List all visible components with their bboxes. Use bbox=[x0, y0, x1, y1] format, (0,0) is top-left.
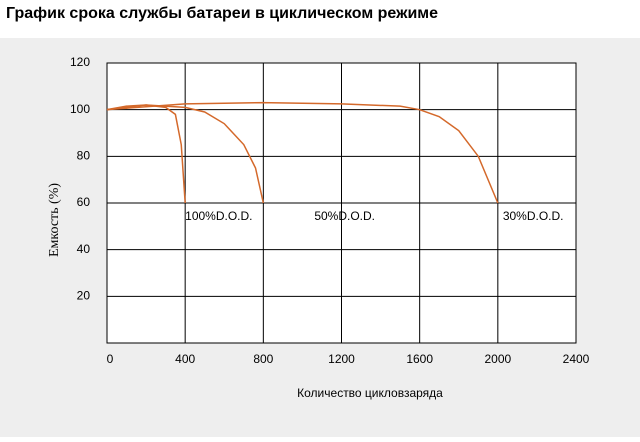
x-tick-label: 0 bbox=[107, 352, 114, 366]
x-axis-label: Количество цикловзаряда bbox=[297, 386, 443, 400]
series-label: 30%D.O.D. bbox=[503, 209, 564, 223]
series-label: 100%D.O.D. bbox=[185, 209, 252, 223]
y-tick-label: 60 bbox=[77, 195, 91, 209]
x-tick-label: 2000 bbox=[484, 352, 511, 366]
x-tick-label: 400 bbox=[175, 352, 195, 366]
y-tick-label: 100 bbox=[70, 102, 90, 116]
series-label: 50%D.O.D. bbox=[314, 209, 375, 223]
series-line bbox=[106, 101, 499, 204]
x-tick-label: 1200 bbox=[328, 352, 355, 366]
y-tick-label: 120 bbox=[70, 55, 90, 69]
y-tick-label: 80 bbox=[77, 149, 91, 163]
y-tick-label: 20 bbox=[77, 289, 91, 303]
y-tick-label: 40 bbox=[77, 242, 91, 256]
series-line bbox=[106, 104, 186, 204]
chart-title: График срока службы батареи в циклическо… bbox=[6, 5, 438, 22]
y-axis-label: Емкость (%) bbox=[47, 183, 62, 257]
x-tick-label: 800 bbox=[253, 352, 273, 366]
x-tick-label: 1600 bbox=[406, 352, 433, 366]
x-tick-label: 2400 bbox=[563, 352, 590, 366]
series-line bbox=[106, 104, 265, 204]
